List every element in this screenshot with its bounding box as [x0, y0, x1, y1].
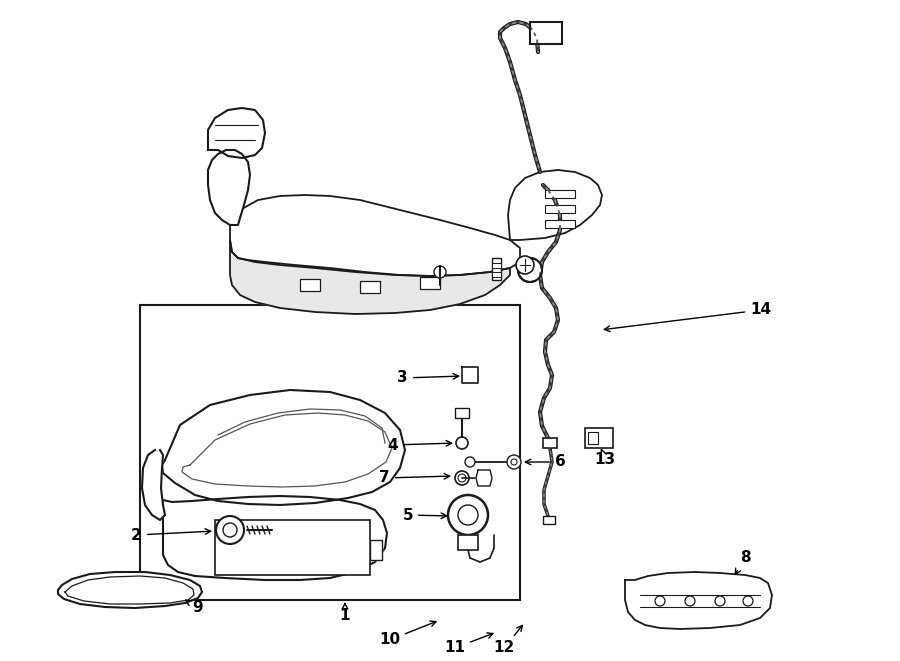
Text: 1: 1	[340, 603, 350, 623]
Text: 10: 10	[379, 621, 436, 648]
Bar	[543, 516, 555, 524]
Circle shape	[465, 457, 475, 467]
Polygon shape	[625, 572, 772, 629]
Polygon shape	[508, 170, 602, 240]
Circle shape	[458, 505, 478, 525]
Polygon shape	[476, 470, 492, 486]
Text: 6: 6	[526, 455, 566, 469]
Bar	[545, 190, 575, 198]
Circle shape	[507, 455, 521, 469]
Circle shape	[743, 596, 753, 606]
Bar	[420, 277, 440, 289]
Bar	[545, 205, 575, 213]
Bar	[530, 22, 562, 44]
Bar	[585, 428, 613, 448]
Text: 9: 9	[185, 600, 202, 615]
Text: 7: 7	[380, 471, 450, 485]
Text: 4: 4	[387, 438, 452, 453]
Circle shape	[455, 471, 469, 485]
Circle shape	[434, 266, 446, 278]
Circle shape	[685, 596, 695, 606]
Text: 3: 3	[398, 371, 459, 385]
Polygon shape	[230, 240, 510, 314]
Circle shape	[655, 596, 665, 606]
Text: 12: 12	[494, 625, 522, 656]
Bar	[140, 305, 520, 600]
Circle shape	[223, 523, 237, 537]
Polygon shape	[230, 195, 520, 276]
Bar	[492, 258, 501, 280]
Circle shape	[458, 474, 466, 482]
Text: 11: 11	[444, 633, 493, 656]
Polygon shape	[462, 367, 478, 383]
Bar	[300, 279, 320, 291]
Bar	[492, 263, 501, 268]
Bar	[543, 438, 557, 448]
Polygon shape	[370, 540, 382, 560]
Circle shape	[516, 256, 534, 274]
Bar	[545, 220, 575, 228]
Circle shape	[518, 258, 542, 282]
Circle shape	[715, 596, 725, 606]
Text: 8: 8	[735, 551, 751, 574]
Polygon shape	[142, 450, 165, 520]
Polygon shape	[208, 150, 250, 225]
Circle shape	[448, 495, 488, 535]
Circle shape	[216, 516, 244, 544]
Bar	[588, 432, 598, 444]
Circle shape	[456, 437, 468, 449]
Text: 5: 5	[402, 508, 446, 522]
Text: 2: 2	[131, 527, 211, 543]
Polygon shape	[163, 496, 387, 580]
Bar	[458, 535, 478, 550]
Bar	[492, 272, 501, 277]
Bar	[455, 408, 469, 418]
Polygon shape	[58, 572, 202, 608]
Bar	[215, 520, 370, 575]
Circle shape	[511, 459, 517, 465]
Bar	[360, 281, 380, 293]
Text: 14: 14	[604, 303, 771, 332]
Polygon shape	[208, 108, 265, 158]
Polygon shape	[162, 390, 405, 505]
Text: 13: 13	[594, 449, 616, 467]
